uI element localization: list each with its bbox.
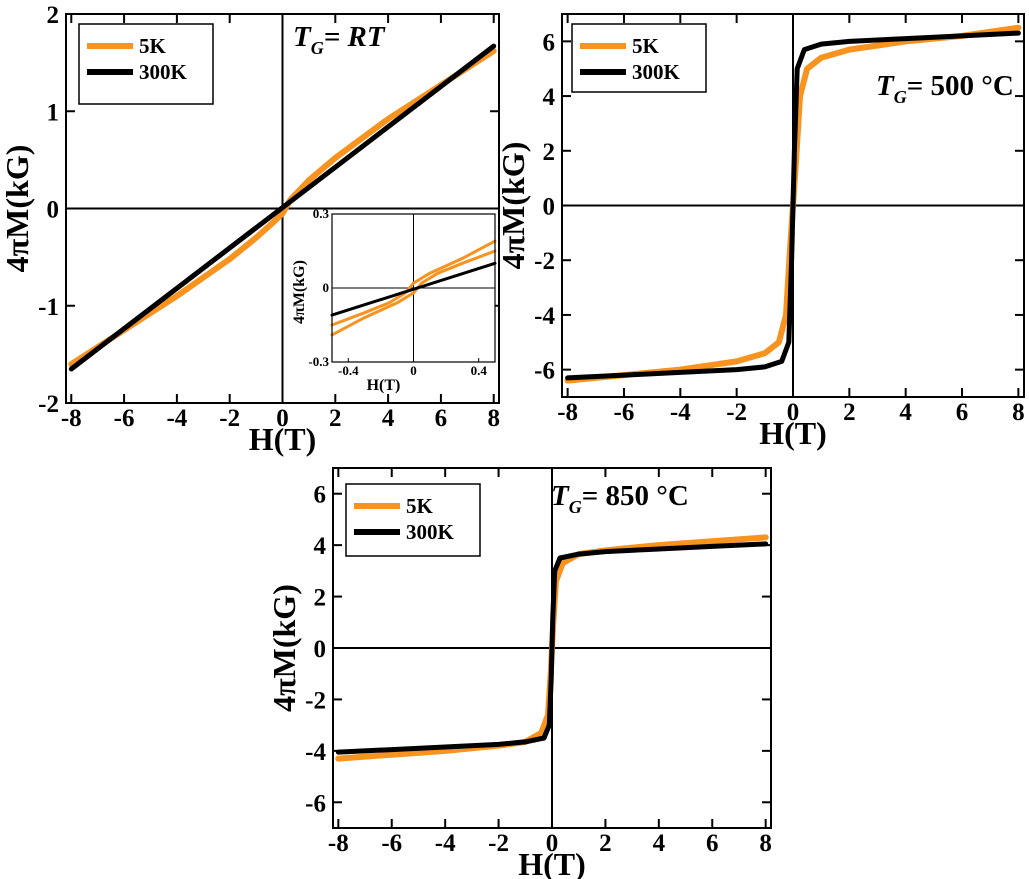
y-tick-label: 2	[314, 585, 327, 612]
x-tick-label: -6	[114, 405, 135, 432]
y-tick-label: 2	[47, 2, 60, 29]
annotation-rest: = RT	[324, 21, 386, 53]
x-axis-label: H(T)	[518, 846, 586, 879]
x-tick-label: -8	[557, 399, 578, 426]
series-line-5k	[68, 48, 497, 368]
y-tick-label: -2	[305, 687, 326, 714]
legend-box	[345, 483, 481, 557]
y-axis-label: 4πM(kG)	[266, 584, 302, 712]
y-tick-label: 6	[314, 482, 327, 509]
annotation-main: T	[551, 480, 570, 512]
growth-temperature-annotation: TG= 500 °C	[876, 70, 1014, 107]
y-tick-label: 6	[543, 29, 556, 56]
growth-temperature-annotation: TG= 850 °C	[551, 480, 689, 517]
inset-x-tick-label: 0.4	[471, 363, 488, 378]
x-tick-label: -6	[614, 399, 635, 426]
y-axis-label: 4πM(kG)	[495, 142, 531, 270]
annotation-main: T	[876, 70, 895, 102]
annotation-subscript: G	[311, 38, 324, 58]
inset-y-axis-label: 4πM(kG)	[291, 260, 308, 324]
legend-box	[78, 23, 214, 105]
chart-panel-2: -8 -6 -4 -2 0 2 4 6 8-6-4-20246H(T)4πM(kG)5K300K…	[495, 13, 1025, 451]
x-tick-label: 8	[759, 830, 772, 857]
x-tick-label: 2	[329, 405, 342, 432]
x-tick-label: -4	[670, 399, 691, 426]
annotation-subscript: G	[894, 87, 907, 107]
x-tick-label: 6	[435, 405, 448, 432]
x-tick-label: 6	[956, 399, 969, 426]
x-tick-label: -8	[328, 830, 349, 857]
inset-y-tick-label: 0	[323, 280, 330, 295]
chart-panel-3: -8 -6 -4 -2 0 2 4 6 8-6-4-20246H(T)4πM(kG)5K300K…	[266, 467, 772, 879]
inset-chart: -0.4 0 0.4 -0.3 0 0.3 H(T) 4πM(kG)	[291, 206, 497, 394]
x-tick-label: -4	[166, 405, 187, 432]
y-tick-label: 2	[543, 139, 556, 166]
x-tick-label: -6	[381, 830, 402, 857]
x-tick-label: -8	[61, 405, 82, 432]
x-tick-label: 2	[599, 830, 612, 857]
x-axis-label: H(T)	[759, 415, 827, 451]
y-axis-label: 4πM(kG)	[0, 145, 35, 273]
x-tick-label: 0	[787, 399, 800, 426]
y-tick-label: 1	[47, 99, 60, 126]
y-tick-label: -4	[534, 303, 555, 330]
y-tick-label: -2	[38, 391, 59, 418]
annotation-subscript: G	[569, 497, 582, 517]
y-tick-label: 0	[47, 197, 60, 224]
y-tick-label: 4	[543, 84, 556, 111]
x-tick-label: 2	[843, 399, 856, 426]
legend-label: 5K	[406, 494, 434, 518]
legend-label: 5K	[139, 34, 167, 58]
x-tick-label: 8	[1012, 399, 1025, 426]
inset-series-line-3	[330, 261, 497, 317]
growth-temperature-annotation: TG= RT	[293, 21, 386, 58]
annotation-main: T	[293, 21, 312, 53]
inset-series-line-1	[330, 239, 497, 327]
legend-box	[571, 23, 707, 93]
legend-label: 300K	[139, 60, 188, 84]
x-tick-label: 0	[276, 405, 289, 432]
x-tick-label: -2	[726, 399, 747, 426]
y-tick-label: -1	[38, 294, 59, 321]
x-tick-label: -2	[488, 830, 509, 857]
legend-label: 5K	[632, 34, 660, 58]
y-tick-label: -2	[534, 248, 555, 275]
inset-x-tick-label: -0.4	[338, 363, 359, 378]
annotation-rest: = 850 °C	[582, 480, 689, 512]
inset-y-tick-label: -0.3	[308, 354, 329, 369]
series-line-300k	[68, 43, 497, 372]
x-tick-label: 8	[487, 405, 500, 432]
x-axis-label: H(T)	[249, 421, 317, 457]
inset-x-tick-label: 0	[410, 363, 417, 378]
series-line-300k	[335, 541, 769, 755]
x-tick-label: 4	[899, 399, 912, 426]
x-tick-label: 0	[546, 830, 559, 857]
y-tick-label: -6	[534, 358, 555, 385]
x-tick-label: -2	[219, 405, 240, 432]
y-tick-label: -6	[305, 790, 326, 817]
inset-y-tick-label: 0.3	[313, 206, 330, 221]
x-tick-label: 6	[706, 830, 719, 857]
annotation-rest: = 500 °C	[907, 70, 1014, 102]
y-tick-label: 0	[314, 636, 327, 663]
legend-label: 300K	[406, 520, 455, 544]
x-tick-label: -4	[435, 830, 456, 857]
series-line-300k	[565, 30, 1021, 381]
y-tick-label: -4	[305, 739, 326, 766]
y-tick-label: 4	[314, 533, 327, 560]
x-tick-label: 4	[653, 830, 666, 857]
y-tick-label: 0	[543, 194, 556, 221]
legend-label: 300K	[632, 60, 681, 84]
x-tick-label: 4	[382, 405, 395, 432]
inset-x-axis-label: H(T)	[367, 377, 401, 394]
